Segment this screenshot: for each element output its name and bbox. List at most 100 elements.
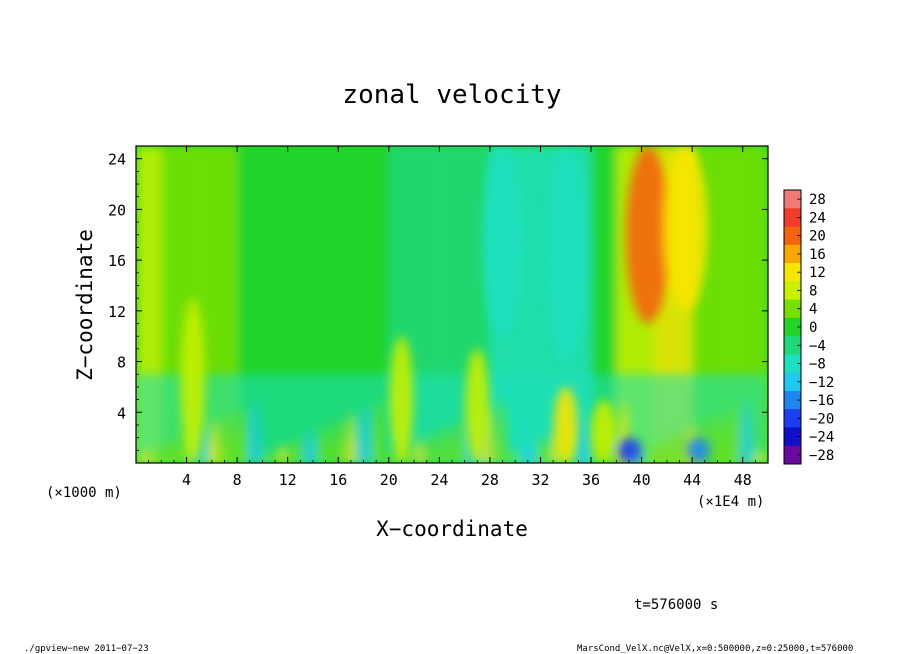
field-plume — [290, 437, 303, 463]
colorbar-swatch — [784, 190, 801, 209]
field-plume — [153, 443, 166, 463]
y-tick-label: 12 — [108, 303, 126, 321]
plot-area — [136, 146, 768, 463]
colorbar-swatch — [784, 208, 801, 228]
colorbar-swatch — [784, 372, 801, 392]
x-tick-label: 36 — [582, 471, 600, 489]
x-tick-label: 48 — [734, 471, 752, 489]
colorbar-swatch — [784, 244, 801, 264]
field-plume — [331, 418, 344, 463]
field-plume — [222, 412, 235, 463]
field-plume — [426, 431, 439, 463]
field-cold — [482, 146, 523, 337]
colorbar-label: 0 — [809, 320, 817, 336]
field-band — [465, 348, 490, 463]
field-plume — [167, 437, 180, 463]
x-tick-label: 40 — [633, 471, 651, 489]
colorbar-swatch — [784, 317, 801, 337]
colorbar-label: 24 — [809, 210, 826, 226]
colorbar-swatch — [784, 263, 801, 282]
colorbar-label: 12 — [809, 265, 826, 281]
y-tick-label: 4 — [117, 404, 126, 422]
colorbar-swatch — [784, 409, 801, 428]
field-cold — [686, 437, 711, 463]
footer-left: ./gpview−new 2011−07−23 — [24, 644, 149, 654]
field-plume — [262, 450, 275, 463]
colorbar-swatch — [784, 427, 801, 447]
field-band — [591, 399, 616, 463]
field-plume — [508, 450, 521, 463]
field-plume — [522, 443, 535, 463]
x-tick-label: 44 — [683, 471, 701, 489]
colorbar-label: −8 — [809, 357, 826, 373]
field-plume — [495, 399, 508, 463]
time-annotation: t=576000 s — [634, 597, 718, 613]
field-plume — [235, 405, 248, 463]
x-tick-label: 28 — [481, 471, 499, 489]
x-unit-right: (×1E4 m) — [697, 494, 764, 510]
field-plume — [740, 399, 753, 463]
field-band — [553, 386, 578, 463]
colorbar-swatch — [784, 354, 801, 374]
colorbar-label: 4 — [809, 302, 817, 318]
field-jet — [663, 146, 708, 311]
chart-title: zonal velocity — [342, 80, 561, 110]
y-tick-label: 16 — [108, 252, 126, 270]
colorbar-label: 16 — [809, 247, 826, 263]
field-plume — [372, 399, 385, 463]
field-plume — [713, 412, 726, 463]
field-plume — [208, 418, 221, 463]
colorbar: 28 24 20 16 12 8 4 0 −4 −8 −12 −16 −20 −24 −28 — [783, 189, 834, 465]
x-tick-label: 32 — [531, 471, 549, 489]
y-axis-label: Z−coordinate — [73, 229, 97, 381]
field-cold — [545, 146, 586, 362]
colorbar-label: 28 — [809, 192, 826, 208]
colorbar-swatch — [784, 390, 801, 410]
colorbar-label: 8 — [809, 283, 817, 299]
colorbar-label: −16 — [809, 393, 834, 409]
y-axis: 4 8 12 16 20 24 — [108, 151, 768, 451]
y-tick-label: 8 — [117, 354, 126, 372]
x-tick-label: 12 — [279, 471, 297, 489]
field-plume — [276, 443, 289, 463]
field-plume — [317, 424, 330, 463]
field-plume — [140, 450, 153, 463]
field-plume — [658, 437, 671, 463]
field-plume — [645, 443, 658, 463]
field-plume — [440, 424, 453, 463]
x-unit-left: (×1000 m) — [46, 485, 122, 501]
colorbar-label: 20 — [809, 229, 826, 245]
field-plume — [249, 399, 262, 463]
colorbar-swatch — [784, 226, 801, 246]
field-cold — [616, 437, 641, 463]
field-plume — [344, 412, 357, 463]
field-plume — [413, 437, 426, 463]
x-tick-label: 8 — [233, 471, 242, 489]
colorbar-swatch — [784, 445, 801, 465]
field-plume — [303, 431, 316, 463]
colorbar-label: −12 — [809, 375, 834, 391]
field-plume — [727, 405, 740, 463]
y-tick-label: 24 — [108, 151, 126, 169]
field-band — [180, 298, 205, 463]
x-tick-label: 4 — [182, 471, 191, 489]
colorbar-label: −24 — [809, 430, 834, 446]
field-jet — [625, 146, 670, 324]
field-plume — [672, 431, 685, 463]
footer-right: MarsCond_VelX.nc@VelX,x=0:500000,z=0:250… — [577, 644, 853, 654]
colorbar-label: −4 — [809, 338, 826, 354]
colorbar-label: −20 — [809, 411, 834, 427]
field-band — [389, 336, 414, 463]
x-axis: 4 8 12 16 20 24 28 32 36 40 44 48 — [148, 146, 756, 489]
colorbar-swatch — [784, 281, 801, 301]
field-plume — [535, 437, 548, 463]
field-plume — [754, 450, 767, 463]
y-tick-label: 20 — [108, 201, 126, 219]
field-plume — [358, 405, 371, 463]
field-plume — [576, 418, 589, 463]
field-plume — [454, 418, 467, 463]
x-tick-label: 24 — [430, 471, 448, 489]
colorbar-swatch — [784, 299, 801, 319]
colorbar-label: −28 — [809, 448, 834, 464]
